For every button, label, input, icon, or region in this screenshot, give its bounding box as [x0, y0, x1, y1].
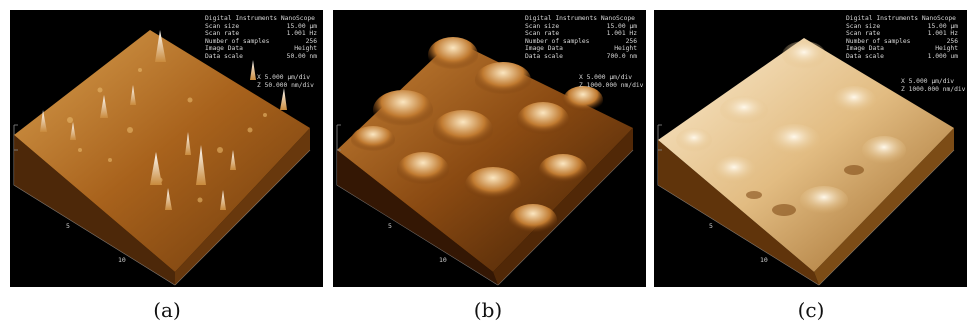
meta-row: Scan size 15.00 µm: [525, 22, 637, 30]
instrument-title: Digital Instruments NanoScope: [846, 15, 956, 22]
meta-row: Data scale 1.000 um: [846, 52, 958, 60]
meta-row: Data scale 50.00 nm: [205, 52, 317, 60]
axis-tick-5: 5: [388, 222, 392, 230]
caption-b: (b): [473, 298, 503, 322]
z-scale: Z 1000.000 nm/div: [579, 81, 644, 89]
meta-row: Scan size 15.00 µm: [846, 22, 958, 30]
meta-row: Image Data Height: [525, 45, 637, 53]
meta-row: Scan size 15.00 µm: [205, 22, 317, 30]
meta-row: Scan rate 1.001 Hz: [525, 30, 637, 38]
scale-info: X 5.000 µm/div Z 1000.000 nm/div: [901, 78, 965, 93]
meta-row: Scan rate 1.001 Hz: [205, 30, 317, 38]
afm-surface-c: [657, 38, 955, 286]
instrument-title: Digital Instruments NanoScope: [205, 15, 315, 22]
meta-row: Number of samples 256: [846, 37, 958, 45]
instrument-title: Digital Instruments NanoScope: [525, 15, 635, 22]
instrument-info: Digital Instruments NanoScope Scan size 1…: [525, 15, 637, 61]
caption-c: (c): [797, 298, 825, 322]
meta-row: Image Data Height: [846, 45, 958, 53]
axis-tick-10: 10: [439, 256, 447, 264]
z-scale: Z 50.000 nm/div: [257, 81, 314, 89]
axis-tick-10: 10: [760, 256, 768, 264]
scale-info: X 5.000 µm/div Z 1000.000 nm/div: [579, 74, 643, 89]
meta-row: Scan rate 1.001 Hz: [846, 30, 958, 38]
meta-row: Number of samples 256: [205, 37, 317, 45]
afm-surface-b: [336, 37, 634, 286]
scale-info: X 5.000 µm/div Z 50.000 nm/div: [257, 74, 314, 89]
meta-row: Image Data Height: [205, 45, 317, 53]
meta-row: Data scale 700.0 nm: [525, 52, 637, 60]
x-scale: X 5.000 µm/div: [901, 78, 955, 85]
afm-surface-a: [13, 30, 311, 286]
axis-tick-5: 5: [66, 222, 70, 230]
afm-image-b: Digital Instruments NanoScope Scan size 1…: [333, 10, 646, 287]
afm-image-c: Digital Instruments NanoScope Scan size 1…: [654, 10, 967, 287]
meta-row: Number of samples 256: [525, 37, 637, 45]
x-scale: X 5.000 µm/div: [579, 74, 633, 81]
instrument-info: Digital Instruments NanoScope Scan size 1…: [846, 15, 958, 61]
afm-image-a: Digital Instruments NanoScope Scan size 1…: [10, 10, 323, 287]
axis-tick-5: 5: [709, 222, 713, 230]
x-scale: X 5.000 µm/div: [257, 74, 311, 81]
z-scale: Z 1000.000 nm/div: [901, 85, 966, 93]
instrument-info: Digital Instruments NanoScope Scan size 1…: [205, 15, 317, 61]
caption-a: (a): [153, 298, 181, 322]
axis-tick-10: 10: [118, 256, 126, 264]
